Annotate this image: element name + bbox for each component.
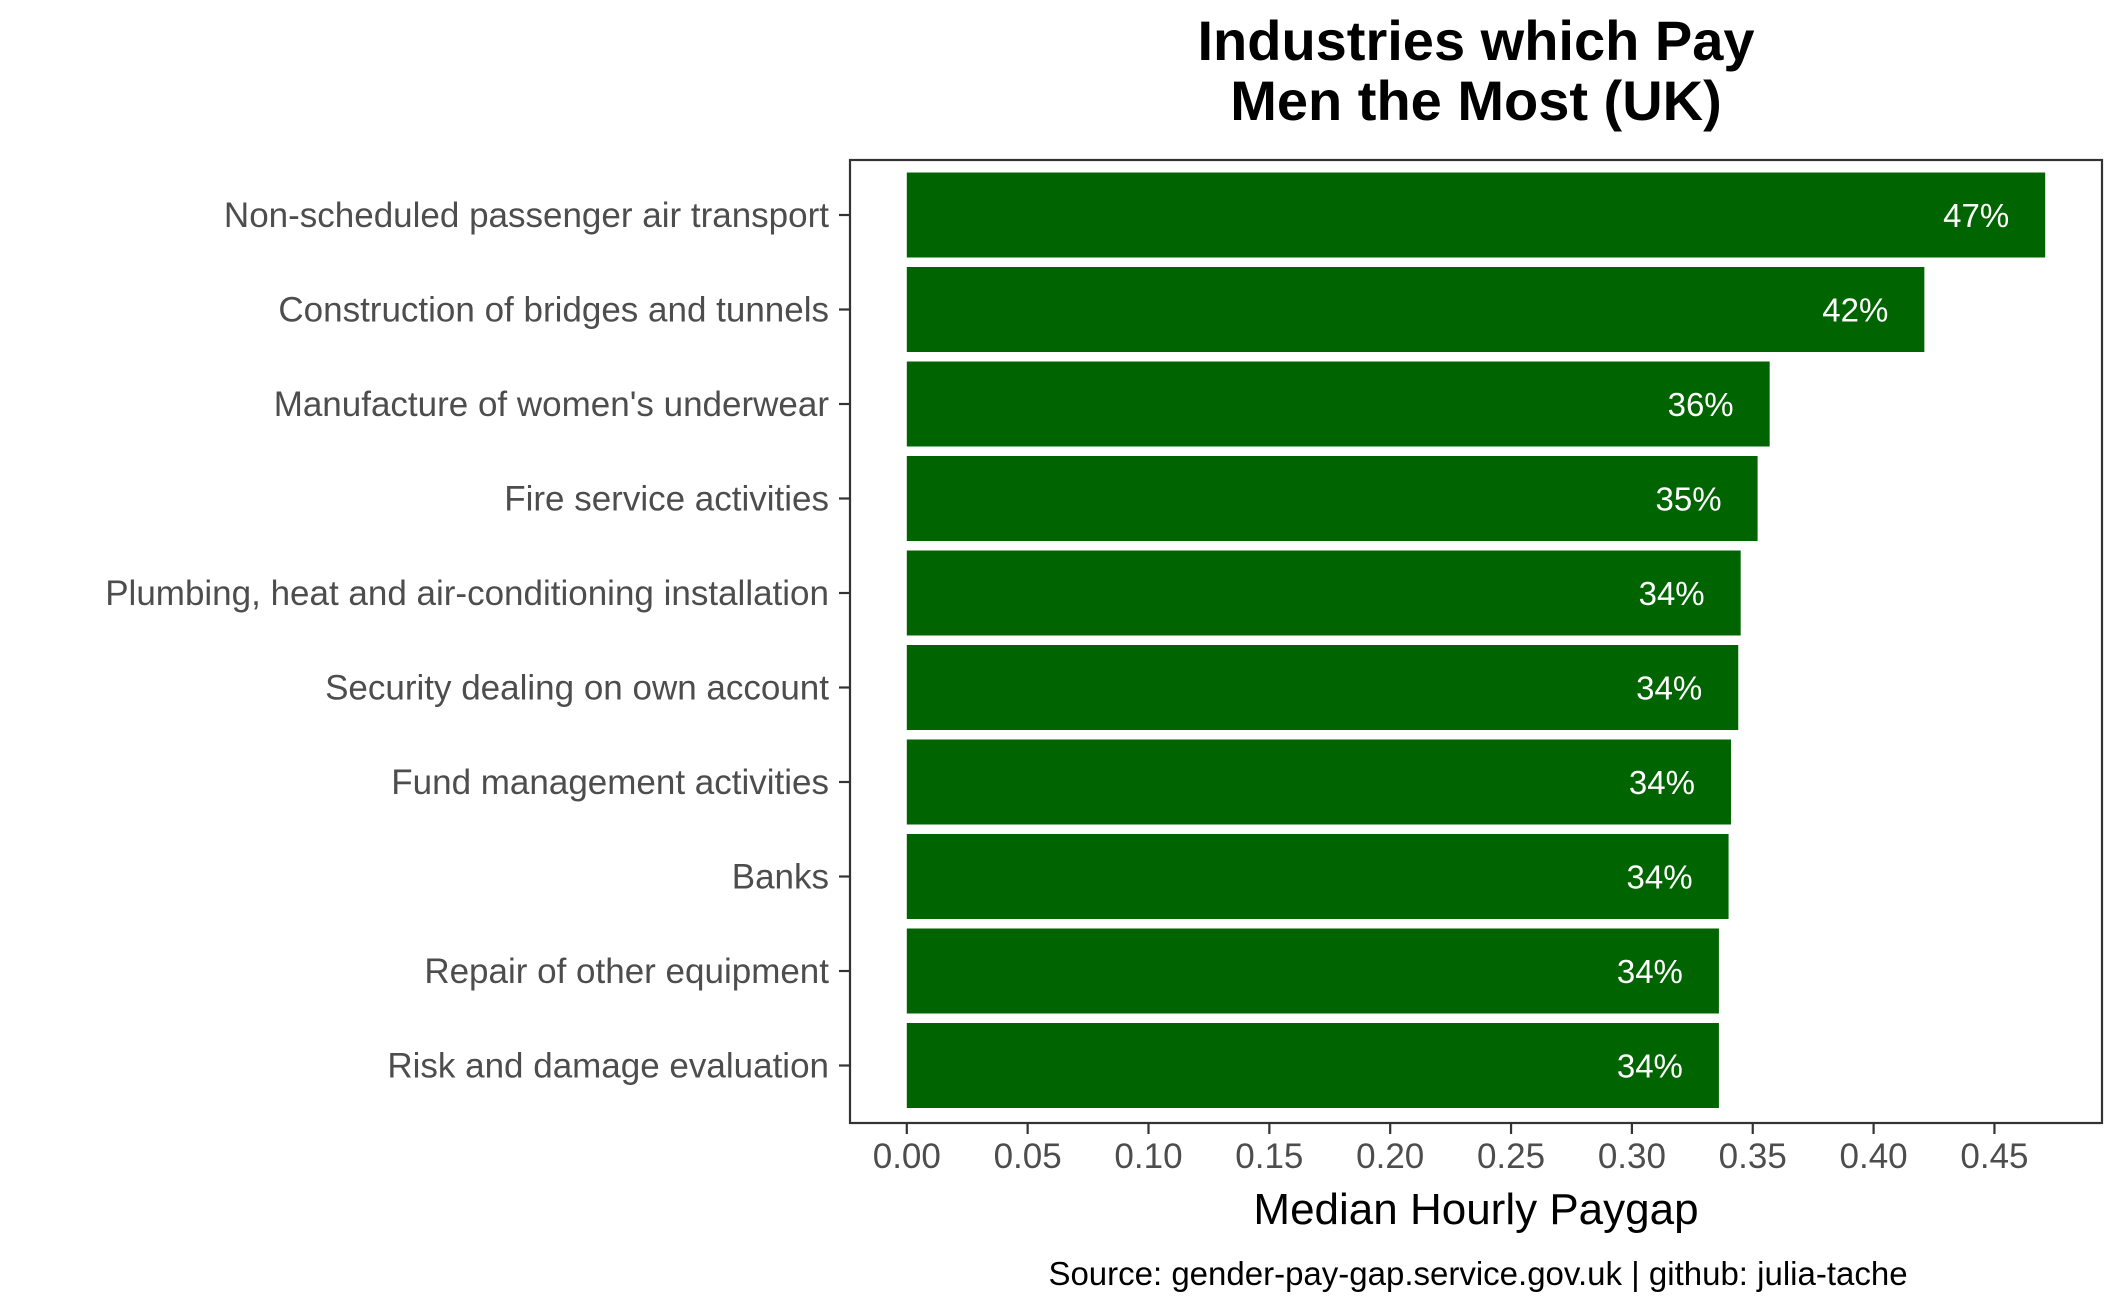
x-tick-label: 0.15 <box>1235 1137 1303 1176</box>
y-tick-label: Fire service activities <box>504 480 829 519</box>
bar-value-label: 42% <box>1822 292 1888 329</box>
x-tick-label: 0.35 <box>1719 1137 1787 1176</box>
bar-value-label: 34% <box>1639 575 1705 612</box>
y-tick-label: Manufacture of women's underwear <box>274 385 830 424</box>
bar-value-label: 35% <box>1656 481 1722 518</box>
bar-value-label: 34% <box>1617 953 1683 990</box>
y-tick-label: Non-scheduled passenger air transport <box>224 196 829 235</box>
bar <box>906 550 1741 636</box>
chart-caption: Source: gender-pay-gap.service.gov.uk | … <box>1048 1255 1907 1292</box>
y-tick-label: Risk and damage evaluation <box>387 1047 829 1086</box>
bar <box>906 645 1739 730</box>
bar-value-label: 47% <box>1943 197 2009 234</box>
bar-value-label: 34% <box>1617 1048 1683 1085</box>
bar-value-label: 34% <box>1627 859 1693 896</box>
y-tick-label: Security dealing on own account <box>325 669 829 708</box>
y-tick-label: Fund management activities <box>391 763 829 802</box>
x-tick-label: 0.30 <box>1598 1137 1666 1176</box>
y-tick-label: Plumbing, heat and air-conditioning inst… <box>105 574 829 613</box>
y-tick-label: Repair of other equipment <box>424 952 829 991</box>
x-tick-label: 0.45 <box>1960 1137 2028 1176</box>
chart-title-line-2: Men the Most (UK) <box>1230 69 1722 132</box>
bar <box>906 172 2046 258</box>
x-tick-label: 0.20 <box>1356 1137 1424 1176</box>
x-tick-label: 0.40 <box>1840 1137 1908 1176</box>
x-tick-label: 0.00 <box>873 1137 941 1176</box>
x-axis: 0.00 0.05 0.10 0.15 0.20 0.25 0.30 0.35 0.40 0.45 <box>873 1123 2029 1176</box>
bar-value-label: 34% <box>1636 670 1702 707</box>
bar <box>906 739 1731 825</box>
plot-panel-border <box>848 158 2104 1125</box>
bar <box>906 267 1925 352</box>
x-tick-label: 0.05 <box>994 1137 1062 1176</box>
bar-value-label: 36% <box>1668 386 1734 423</box>
y-axis: Non-scheduled passenger air transport Con… <box>105 196 850 1086</box>
bar <box>906 456 1758 541</box>
y-tick-label: Banks <box>732 858 829 897</box>
bar <box>906 1023 1719 1108</box>
bar <box>906 928 1719 1014</box>
bar-value-label: 34% <box>1629 764 1695 801</box>
x-axis-title: Median Hourly Paygap <box>1253 1185 1698 1234</box>
bar-labels-group: 47% 42% 36% 35% 34% 34% 34% 34% 34% 34% <box>1617 197 2009 1085</box>
bar <box>906 361 1770 447</box>
bars-group <box>906 172 2046 1108</box>
x-tick-label: 0.10 <box>1114 1137 1182 1176</box>
y-tick-label: Construction of bridges and tunnels <box>278 291 829 330</box>
chart-title-line-1: Industries which Pay <box>1197 9 1754 72</box>
bar <box>906 834 1729 919</box>
x-tick-label: 0.25 <box>1477 1137 1545 1176</box>
